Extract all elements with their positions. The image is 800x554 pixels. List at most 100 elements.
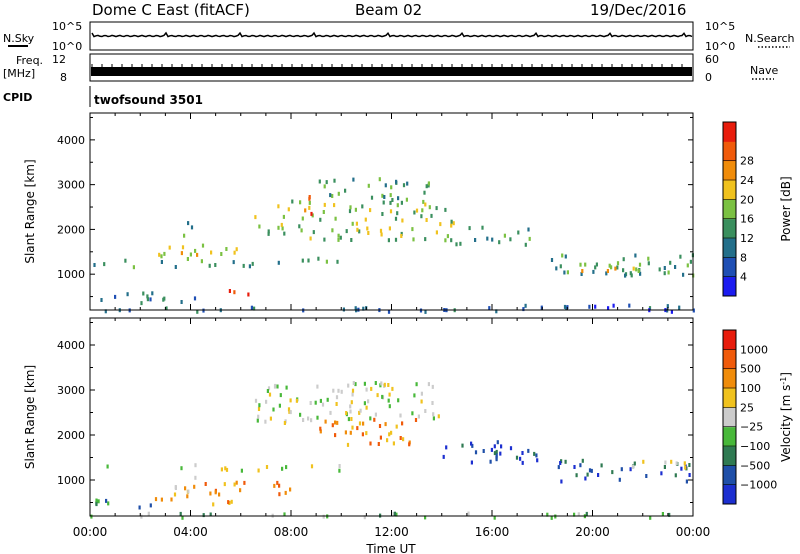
data-cell: [444, 207, 447, 212]
data-cell: [358, 421, 362, 426]
data-cell: [194, 248, 197, 253]
date-label: 19/Dec/2016: [590, 1, 686, 19]
data-cell: [350, 400, 353, 405]
data-cell: [559, 461, 562, 465]
data-cell: [345, 229, 348, 234]
data-cell: [214, 263, 217, 267]
data-cell: [424, 237, 427, 242]
data-cell: [474, 238, 477, 242]
data-cell: [600, 463, 603, 468]
data-cell: [365, 431, 368, 436]
nsky-tick-top: 10^5: [52, 20, 82, 33]
colorbar-tick-label: 8: [740, 251, 747, 264]
data-cell: [337, 237, 340, 242]
data-cell: [277, 204, 280, 209]
data-cell: [352, 381, 355, 385]
data-cell: [405, 197, 408, 202]
colorbar-tick-label: 25: [740, 401, 754, 414]
data-cell: [225, 247, 228, 251]
data-cell: [381, 212, 384, 216]
data-cell: [224, 466, 227, 471]
data-cell: [147, 511, 150, 516]
x-tick-label: 00:00: [73, 525, 108, 539]
data-cell: [495, 457, 498, 462]
data-cell: [524, 303, 527, 308]
data-cell: [584, 476, 587, 481]
data-cell: [495, 309, 498, 314]
data-cell: [401, 218, 404, 223]
data-cell: [382, 200, 385, 205]
data-cell: [287, 207, 290, 212]
data-cell: [378, 177, 381, 182]
x-tick-label: 20:00: [575, 525, 610, 539]
data-cell: [251, 261, 254, 266]
data-cell: [446, 234, 449, 239]
data-cell: [187, 221, 190, 226]
data-cell: [509, 237, 512, 242]
data-cell: [425, 218, 428, 222]
freq-band: [91, 67, 692, 76]
data-cell: [281, 226, 284, 231]
freq-label: Freq.: [16, 54, 43, 67]
data-cell: [146, 297, 149, 302]
data-cell: [265, 465, 269, 469]
data-cell: [233, 250, 236, 255]
data-cell: [196, 252, 199, 257]
data-cell: [396, 203, 399, 208]
data-cell: [184, 486, 187, 491]
data-cell: [324, 419, 327, 424]
data-cell: [149, 297, 152, 302]
data-cell: [314, 400, 317, 405]
data-cell: [365, 405, 368, 410]
data-cell: [107, 501, 110, 506]
data-cell: [319, 398, 322, 403]
nsky-series: [91, 31, 693, 38]
data-cell: [399, 436, 402, 440]
data-cell: [387, 398, 390, 403]
data-cell: [283, 231, 286, 236]
data-cell: [452, 221, 455, 226]
data-cell: [622, 268, 625, 273]
data-cell: [287, 407, 291, 412]
data-cell: [406, 181, 409, 186]
data-cell: [225, 467, 229, 472]
data-cell: [415, 208, 419, 213]
freq-tick-top: 12: [52, 53, 66, 66]
data-cell: [300, 228, 303, 233]
data-cell: [146, 294, 149, 299]
data-cell: [669, 260, 672, 265]
data-cell: [586, 472, 589, 477]
data-cell: [649, 515, 652, 520]
data-cell: [377, 442, 380, 446]
data-cell: [340, 389, 343, 394]
data-cell: [495, 449, 498, 454]
data-cell: [366, 226, 369, 231]
data-cell: [235, 480, 238, 485]
nsky-label: N.Sky: [3, 32, 35, 45]
data-cell: [581, 458, 584, 463]
data-cell: [397, 196, 400, 201]
data-cell: [301, 258, 304, 263]
data-cell: [533, 451, 536, 456]
data-cell: [413, 393, 416, 398]
data-cell: [515, 455, 519, 460]
data-cell: [395, 512, 398, 517]
data-cell: [347, 383, 350, 388]
data-cell: [402, 183, 406, 188]
data-cell: [257, 407, 261, 411]
data-cell: [365, 387, 368, 392]
colorbar-frame: [722, 329, 737, 505]
data-cell: [138, 505, 141, 510]
data-cell: [688, 463, 691, 467]
data-cell: [527, 227, 530, 232]
data-cell: [630, 273, 633, 278]
data-cell: [536, 458, 539, 463]
data-cell: [590, 468, 593, 473]
data-cell: [344, 430, 347, 435]
data-cell: [370, 386, 373, 391]
data-cell: [608, 263, 611, 268]
data-cell: [331, 228, 334, 233]
data-cell: [524, 242, 527, 247]
data-cell: [423, 190, 426, 195]
data-cell: [170, 497, 173, 502]
